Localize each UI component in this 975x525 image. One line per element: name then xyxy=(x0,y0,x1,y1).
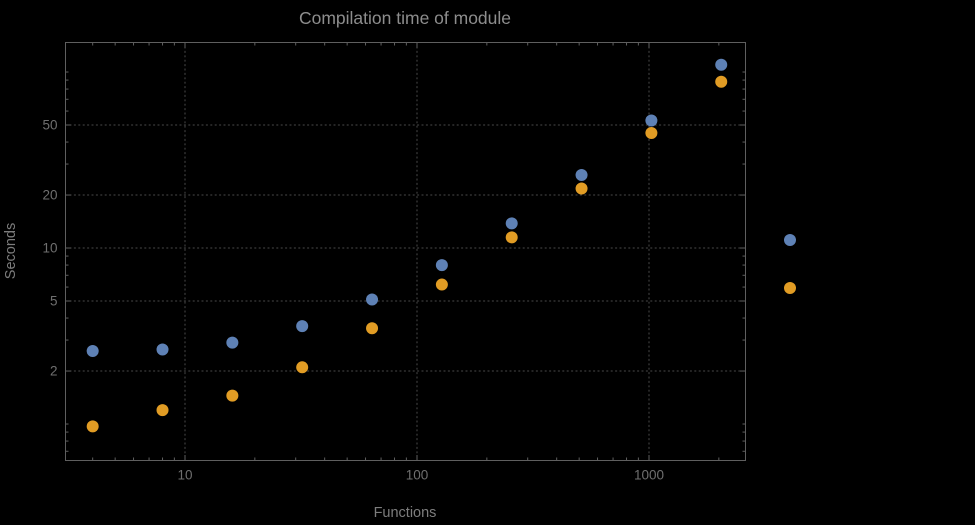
data-point-series-2-orange xyxy=(575,182,588,195)
data-point-series-2-orange xyxy=(505,231,518,244)
frame-rect xyxy=(65,42,746,461)
data-point-series-1-blue xyxy=(645,114,658,127)
legend-marker-series-1-blue xyxy=(784,234,796,246)
y-tick-label: 20 xyxy=(42,188,57,203)
data-point-series-1-blue xyxy=(435,259,448,272)
x-axis-label: Functions xyxy=(374,505,437,521)
x-tick-label: 10 xyxy=(177,468,192,483)
data-point-series-1-blue xyxy=(296,320,309,333)
data-point-series-2-orange xyxy=(366,322,379,335)
data-point-series-1-blue xyxy=(715,58,728,71)
data-point-series-2-orange xyxy=(715,75,728,88)
plot-frame xyxy=(65,42,746,461)
y-tick-label: 5 xyxy=(50,294,58,309)
legend-markers xyxy=(784,234,796,294)
data-point-series-1-blue xyxy=(575,168,588,181)
data-point-series-2-orange xyxy=(645,127,658,140)
data-point-series-1-blue xyxy=(366,293,379,306)
data-point-series-1-blue xyxy=(156,343,169,356)
grid-lines xyxy=(65,42,746,461)
x-tick-label: 100 xyxy=(406,468,429,483)
y-axis-label: Seconds xyxy=(3,223,19,279)
data-point-series-2-orange xyxy=(226,389,239,402)
data-points xyxy=(86,58,728,433)
tick-labels: 10 100 1000 2 5 10 20 50 xyxy=(42,118,664,483)
data-point-series-2-orange xyxy=(86,420,99,433)
data-point-series-1-blue xyxy=(505,217,518,230)
y-tick-label: 50 xyxy=(42,118,57,133)
x-tick-label: 1000 xyxy=(634,468,664,483)
y-tick-label: 10 xyxy=(42,241,57,256)
data-point-series-2-orange xyxy=(296,361,309,374)
legend-marker-series-2-orange xyxy=(784,282,796,294)
data-point-series-1-blue xyxy=(226,336,239,349)
data-point-series-2-orange xyxy=(435,278,448,291)
axis-ticks xyxy=(65,42,746,461)
data-point-series-1-blue xyxy=(86,344,99,357)
data-point-series-2-orange xyxy=(156,404,169,417)
chart-title: Compilation time of module xyxy=(299,8,511,28)
y-tick-label: 2 xyxy=(50,364,58,379)
